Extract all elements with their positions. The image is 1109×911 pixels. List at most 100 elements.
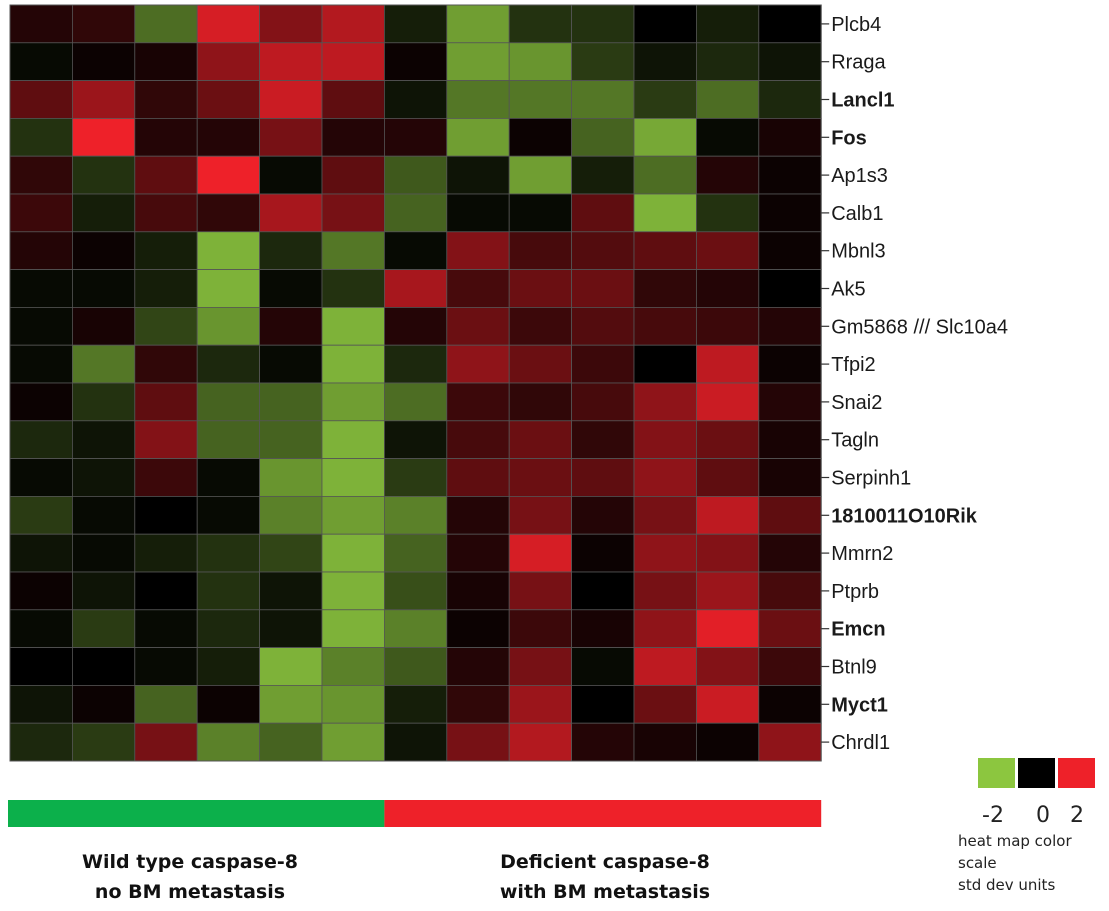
heatmap-cell xyxy=(446,4,510,44)
heatmap-cell xyxy=(196,155,260,195)
heatmap-cell xyxy=(508,231,573,271)
heatmap-cell xyxy=(508,118,573,157)
heatmap-cell xyxy=(383,4,448,44)
heatmap-cell xyxy=(508,533,573,573)
heatmap-cell xyxy=(321,685,385,724)
heatmap-cell xyxy=(9,609,73,648)
heatmap-cell xyxy=(696,458,760,497)
heatmap-cell xyxy=(259,609,323,648)
heatmap-cell xyxy=(134,118,198,157)
heatmap-cell xyxy=(9,4,73,44)
heatmap-cell xyxy=(633,722,697,762)
heatmap-cell xyxy=(9,155,73,195)
heatmap-cell xyxy=(758,458,822,497)
heatmap-cell xyxy=(9,647,73,686)
heatmap-cell xyxy=(259,571,323,611)
heatmap-cell xyxy=(508,80,573,119)
heatmap-cell xyxy=(196,382,260,422)
heatmap-cells xyxy=(9,4,822,762)
heatmap-cell xyxy=(196,306,260,346)
heatmap-cell xyxy=(72,4,136,44)
heatmap-cell xyxy=(259,382,323,422)
heatmap-cell xyxy=(383,571,448,611)
heatmap-cell xyxy=(633,609,697,648)
heatmap-cell xyxy=(9,193,73,233)
heatmap-cell xyxy=(72,722,136,762)
heatmap-cell xyxy=(259,231,323,271)
heatmap-cell xyxy=(259,647,323,686)
heatmap-cell xyxy=(134,382,198,422)
heatmap-cell xyxy=(571,722,635,762)
heatmap-cell xyxy=(696,647,760,686)
heatmap-cell xyxy=(196,42,260,81)
heatmap-cell xyxy=(259,420,323,459)
heatmap-cell xyxy=(72,118,136,157)
heatmap-cell xyxy=(571,231,635,271)
heatmap-cell xyxy=(9,420,73,459)
heatmap-cell xyxy=(696,722,760,762)
heatmap-cell xyxy=(696,533,760,573)
heatmap-cell xyxy=(134,231,198,271)
heatmap-cell xyxy=(259,722,323,762)
heatmap-cell xyxy=(196,685,260,724)
heatmap-cell xyxy=(633,118,697,157)
heatmap-cell xyxy=(9,533,73,573)
heatmap-cell xyxy=(758,118,822,157)
heatmap-cell xyxy=(259,80,323,119)
heatmap-cell xyxy=(633,42,697,81)
heatmap-cell xyxy=(696,269,760,308)
heatmap-cell xyxy=(383,80,448,119)
gene-label: Tagln xyxy=(831,430,879,452)
heatmap-cell xyxy=(446,306,510,346)
heatmap-cell xyxy=(196,722,260,762)
heatmap-cell xyxy=(72,458,136,497)
heatmap-cell xyxy=(134,495,198,535)
heatmap-cell xyxy=(383,722,448,762)
heatmap-cell xyxy=(196,571,260,611)
gene-label: Mmrn2 xyxy=(831,543,893,565)
heatmap-cell xyxy=(321,306,385,346)
heatmap-cell xyxy=(321,231,385,271)
heatmap-cell xyxy=(508,571,573,611)
heatmap-cell xyxy=(196,533,260,573)
gene-label: Chrdl1 xyxy=(831,732,890,754)
heatmap-cell xyxy=(633,193,697,233)
heatmap-cell xyxy=(196,193,260,233)
heatmap-cell xyxy=(758,609,822,648)
heatmap-cell xyxy=(446,193,510,233)
heatmap-cell xyxy=(196,344,260,384)
heatmap-cell xyxy=(134,722,198,762)
heatmap-cell xyxy=(383,495,448,535)
heatmap-cell xyxy=(72,382,136,422)
heatmap-cell xyxy=(259,533,323,573)
heatmap-cell xyxy=(696,155,760,195)
heatmap-cell xyxy=(321,80,385,119)
heatmap-cell xyxy=(696,420,760,459)
heatmap-cell xyxy=(633,571,697,611)
heatmap-cell xyxy=(134,571,198,611)
heatmap-cell xyxy=(508,4,573,44)
heatmap-cell xyxy=(446,382,510,422)
legend-tick-label: 2 xyxy=(1070,803,1084,828)
heatmap-cell xyxy=(758,4,822,44)
heatmap-cell xyxy=(633,382,697,422)
heatmap-cell xyxy=(72,647,136,686)
heatmap-cell xyxy=(321,269,385,308)
heatmap-cell xyxy=(259,4,323,44)
heatmap-cell xyxy=(383,647,448,686)
gene-label: Fos xyxy=(831,127,867,149)
heatmap-cell xyxy=(571,382,635,422)
heatmap-cell xyxy=(321,420,385,459)
heatmap-cell xyxy=(134,155,198,195)
heatmap-cell xyxy=(696,42,760,81)
heatmap-cell xyxy=(134,193,198,233)
heatmap-cell xyxy=(72,685,136,724)
heatmap-cell xyxy=(446,42,510,81)
heatmap-cell xyxy=(446,533,510,573)
legend-caption-line2: scale xyxy=(958,854,997,872)
heatmap-border xyxy=(9,4,822,762)
heatmap-cell xyxy=(321,609,385,648)
heatmap-cell xyxy=(633,344,697,384)
heatmap-cell xyxy=(321,344,385,384)
group-label-wild-type-line2: no BM metastasis xyxy=(94,881,286,903)
